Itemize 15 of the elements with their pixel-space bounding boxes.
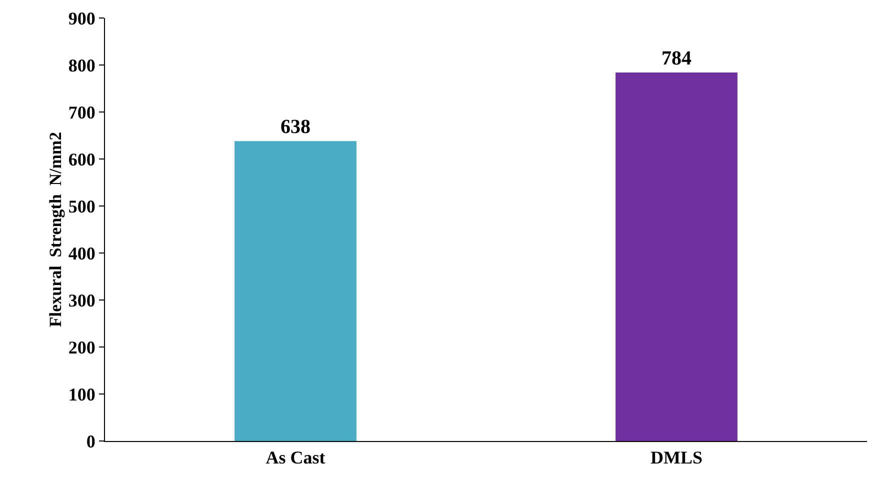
data-label: 638: [280, 116, 310, 138]
y-axis-title: Flexural Strength N/mm2: [46, 132, 65, 328]
data-label: 784: [662, 48, 692, 70]
x-tick-label: As Cast: [266, 448, 326, 468]
x-tick-label: DMLS: [650, 448, 703, 468]
y-tick-label: 200: [68, 337, 96, 358]
y-tick-label: 0: [86, 431, 96, 452]
y-tick-label: 500: [68, 196, 96, 216]
y-tick-label: 300: [68, 290, 96, 310]
y-tick-label: 700: [68, 102, 96, 122]
y-tick-label: 400: [68, 243, 96, 264]
y-tick-label: 100: [68, 384, 96, 404]
y-tick-label: 900: [68, 8, 96, 28]
y-tick-label: 600: [68, 149, 96, 170]
y-tick-label: 800: [68, 55, 96, 76]
